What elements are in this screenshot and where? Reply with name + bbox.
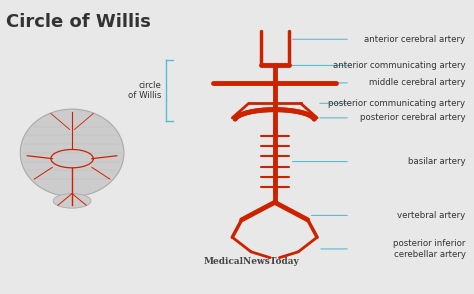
Text: posterior cerebral artery: posterior cerebral artery [360, 113, 465, 122]
Text: circle
of Willis: circle of Willis [128, 81, 162, 100]
Text: basilar artery: basilar artery [408, 157, 465, 166]
Ellipse shape [53, 193, 91, 208]
Text: posterior communicating artery: posterior communicating artery [328, 99, 465, 108]
Text: anterior communicating artery: anterior communicating artery [333, 61, 465, 70]
Text: vertebral artery: vertebral artery [397, 211, 465, 220]
Text: anterior cerebral artery: anterior cerebral artery [365, 35, 465, 44]
Ellipse shape [20, 109, 124, 196]
Text: posterior inferior
cerebellar artery: posterior inferior cerebellar artery [393, 239, 465, 259]
Text: Circle of Willis: Circle of Willis [6, 13, 151, 31]
Text: MedicalNewsToday: MedicalNewsToday [203, 258, 299, 266]
Text: middle cerebral artery: middle cerebral artery [369, 78, 465, 87]
